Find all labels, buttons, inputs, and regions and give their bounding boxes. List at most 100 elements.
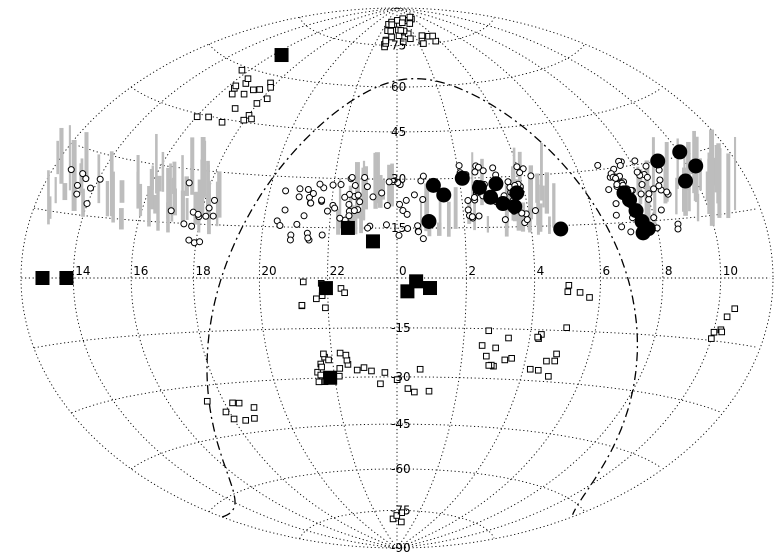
galactic-plane-line: [206, 78, 639, 516]
open-circle-marker: [394, 179, 402, 187]
filled-circle-marker: [688, 158, 704, 174]
open-circle-marker: [73, 190, 81, 198]
filled-circle-marker: [488, 176, 504, 192]
dec-tick-label: -45: [391, 417, 411, 431]
survey-strip: [336, 208, 341, 235]
open-circle-marker: [336, 214, 344, 222]
open-square-marker: [710, 328, 718, 336]
open-square-marker: [381, 369, 389, 376]
open-square-marker: [397, 27, 405, 34]
open-square-marker: [322, 304, 329, 312]
open-circle-marker: [350, 207, 358, 215]
open-circle-marker: [167, 207, 175, 215]
survey-strip: [424, 183, 429, 232]
open-square-marker: [228, 90, 236, 98]
open-circle-marker: [361, 173, 369, 181]
open-square-marker: [534, 366, 542, 374]
survey-strip: [528, 165, 534, 220]
open-circle-marker: [631, 157, 639, 165]
open-circle-marker: [594, 161, 602, 169]
survey-strip: [56, 140, 60, 175]
open-square-marker: [563, 324, 570, 332]
survey-strip: [136, 155, 140, 209]
survey-strip: [119, 180, 125, 203]
filled-circle-marker: [425, 177, 441, 193]
open-circle-marker: [414, 228, 422, 236]
survey-strip: [682, 167, 687, 212]
open-circle-marker: [618, 223, 626, 231]
open-circle-marker: [337, 181, 345, 189]
open-circle-marker: [479, 167, 487, 175]
open-square-marker: [235, 399, 243, 407]
open-circle-marker: [209, 212, 217, 220]
filled-square-marker: [365, 234, 380, 249]
open-circle-marker: [518, 209, 526, 217]
open-circle-marker: [404, 224, 412, 232]
survey-strip: [361, 167, 366, 221]
survey-strip: [81, 188, 85, 217]
survey-strip: [138, 183, 143, 217]
open-circle-marker: [645, 190, 653, 198]
survey-strip: [151, 165, 154, 190]
survey-strip: [544, 172, 550, 214]
survey-strip: [726, 153, 731, 219]
open-square-marker: [387, 27, 395, 35]
open-square-marker: [205, 113, 212, 121]
filled-circle-marker: [553, 221, 569, 237]
open-square-marker: [336, 372, 343, 380]
open-circle-marker: [316, 180, 324, 188]
open-square-marker: [238, 66, 246, 74]
open-square-marker: [299, 278, 307, 286]
open-square-marker: [325, 356, 332, 364]
open-circle-marker: [309, 189, 317, 197]
open-circle-marker: [633, 168, 641, 176]
open-square-marker: [543, 357, 550, 365]
ra-tick-label: 22: [330, 264, 345, 278]
open-circle-marker: [210, 196, 218, 204]
survey-strip: [548, 216, 551, 234]
open-circle-marker: [364, 224, 372, 232]
survey-strip: [105, 180, 110, 217]
open-circle-marker: [410, 191, 418, 199]
open-circle-marker: [341, 193, 349, 201]
open-circle-marker: [345, 212, 353, 220]
survey-strip: [190, 137, 195, 195]
survey-strip: [156, 175, 162, 192]
survey-strip: [438, 189, 442, 226]
open-circle-marker: [523, 216, 531, 224]
open-circle-marker: [650, 185, 658, 193]
open-square-marker: [399, 38, 407, 46]
open-circle-marker: [180, 220, 188, 228]
open-square-marker: [508, 355, 515, 362]
survey-strip: [359, 210, 363, 234]
open-square-marker: [398, 518, 405, 526]
open-circle-marker: [304, 234, 312, 242]
survey-strip: [155, 133, 158, 194]
open-square-marker: [718, 328, 726, 336]
survey-strip: [644, 160, 650, 219]
open-circle-marker: [419, 172, 427, 180]
open-square-marker: [492, 344, 499, 352]
parallel-line: [130, 423, 662, 470]
open-circle-marker: [378, 189, 386, 197]
survey-strip: [420, 201, 423, 233]
open-circle-marker: [296, 185, 304, 193]
open-square-marker: [203, 397, 211, 405]
open-circle-marker: [464, 206, 472, 214]
survey-strip: [111, 171, 115, 223]
open-circle-marker: [663, 188, 671, 196]
open-square-marker: [398, 19, 406, 27]
filled-circle-marker: [650, 153, 666, 169]
open-circle-marker: [474, 163, 482, 171]
ra-tick-label: 8: [665, 264, 673, 278]
survey-strip: [68, 125, 71, 191]
open-circle-marker: [612, 200, 620, 208]
open-circle-marker: [612, 211, 620, 219]
open-square-marker: [418, 32, 426, 39]
survey-strip: [696, 193, 700, 222]
open-square-marker: [368, 367, 375, 375]
open-square-marker: [250, 86, 257, 94]
survey-strip: [373, 152, 378, 209]
meridian-line: [396, 7, 601, 549]
survey-strip: [683, 152, 686, 184]
